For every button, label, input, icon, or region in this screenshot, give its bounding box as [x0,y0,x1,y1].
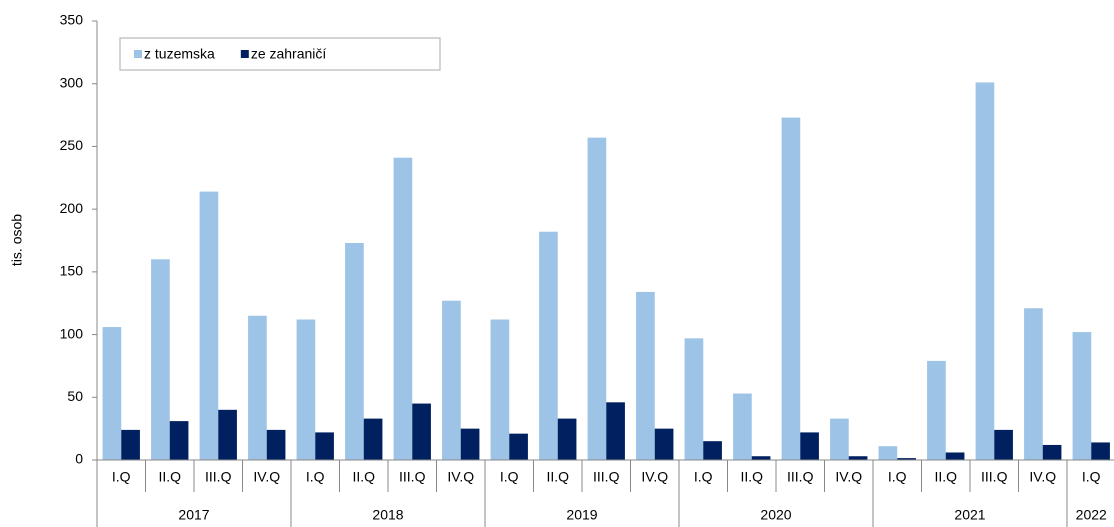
legend-label: ze zahraničí [251,46,327,62]
bar [733,393,752,460]
y-tick-label: 0 [75,451,83,467]
x-tick-label: I.Q [888,469,907,485]
bar [412,403,431,460]
legend-swatch [240,50,249,58]
year-label: 2021 [954,507,985,523]
bar [781,117,801,460]
bar [927,360,946,460]
bar [557,418,577,460]
x-tick-label: I.Q [1082,469,1101,485]
bar [975,82,995,461]
year-label: 2017 [178,507,209,523]
bar [248,315,267,460]
x-tick-label: I.Q [500,469,519,485]
bar [151,259,170,460]
bar [800,432,819,460]
x-tick-label: III.Q [787,469,814,485]
bar [218,409,237,460]
legend-label: z tuzemska [144,46,215,62]
bar [994,429,1013,460]
x-tick-label: III.Q [205,469,232,485]
bar [266,429,286,460]
bar [636,291,655,460]
y-tick-label: 150 [60,263,84,279]
bar [1091,442,1110,460]
x-tick-label: IV.Q [835,469,862,485]
bar [102,327,122,460]
year-label: 2019 [566,507,597,523]
x-tick-label: II.Q [546,469,569,485]
year-label: 2020 [760,507,791,523]
x-tick-label: IV.Q [1029,469,1056,485]
legend-box [119,37,441,71]
x-tick-label: II.Q [934,469,957,485]
y-tick-label: 250 [60,137,84,153]
bar [490,319,510,460]
bar [848,456,868,460]
y-tick-label: 100 [60,325,84,341]
bar [1024,308,1043,460]
x-tick-label: IV.Q [641,469,668,485]
bar [460,428,480,460]
bar [830,418,849,460]
x-tick-label: I.Q [694,469,713,485]
bar [587,137,607,461]
x-tick-label: III.Q [981,469,1008,485]
x-tick-label: III.Q [399,469,426,485]
x-tick-label: II.Q [352,469,375,485]
bar [654,428,674,460]
bar [703,441,722,460]
bar [509,433,528,460]
bar [199,191,219,460]
x-tick-label: III.Q [593,469,620,485]
y-tick-label: 300 [60,74,84,90]
x-tick-label: I.Q [306,469,325,485]
bar [363,418,383,460]
bar [606,402,625,460]
x-tick-label: IV.Q [447,469,474,485]
bar [393,157,413,460]
bar [169,421,189,460]
bar [1042,444,1062,460]
y-tick-label: 200 [60,200,84,216]
bar [751,456,771,460]
bar [897,458,916,460]
year-label: 2022 [1076,507,1107,523]
x-tick-label: II.Q [158,469,181,485]
bar [345,243,364,460]
x-tick-label: II.Q [740,469,763,485]
bar [315,432,334,460]
y-axis-label: tis. osob [9,214,25,266]
bar [121,429,140,460]
y-tick-label: 50 [67,388,83,404]
bar [442,300,461,460]
bar [1072,332,1092,460]
y-tick-label: 350 [60,12,84,28]
legend-swatch [134,50,142,58]
bar [539,231,558,460]
x-tick-label: IV.Q [253,469,280,485]
bar [684,338,704,460]
bar [296,319,316,460]
bar [945,452,965,460]
year-label: 2018 [372,507,403,523]
bar [878,446,898,460]
x-tick-label: I.Q [112,469,131,485]
